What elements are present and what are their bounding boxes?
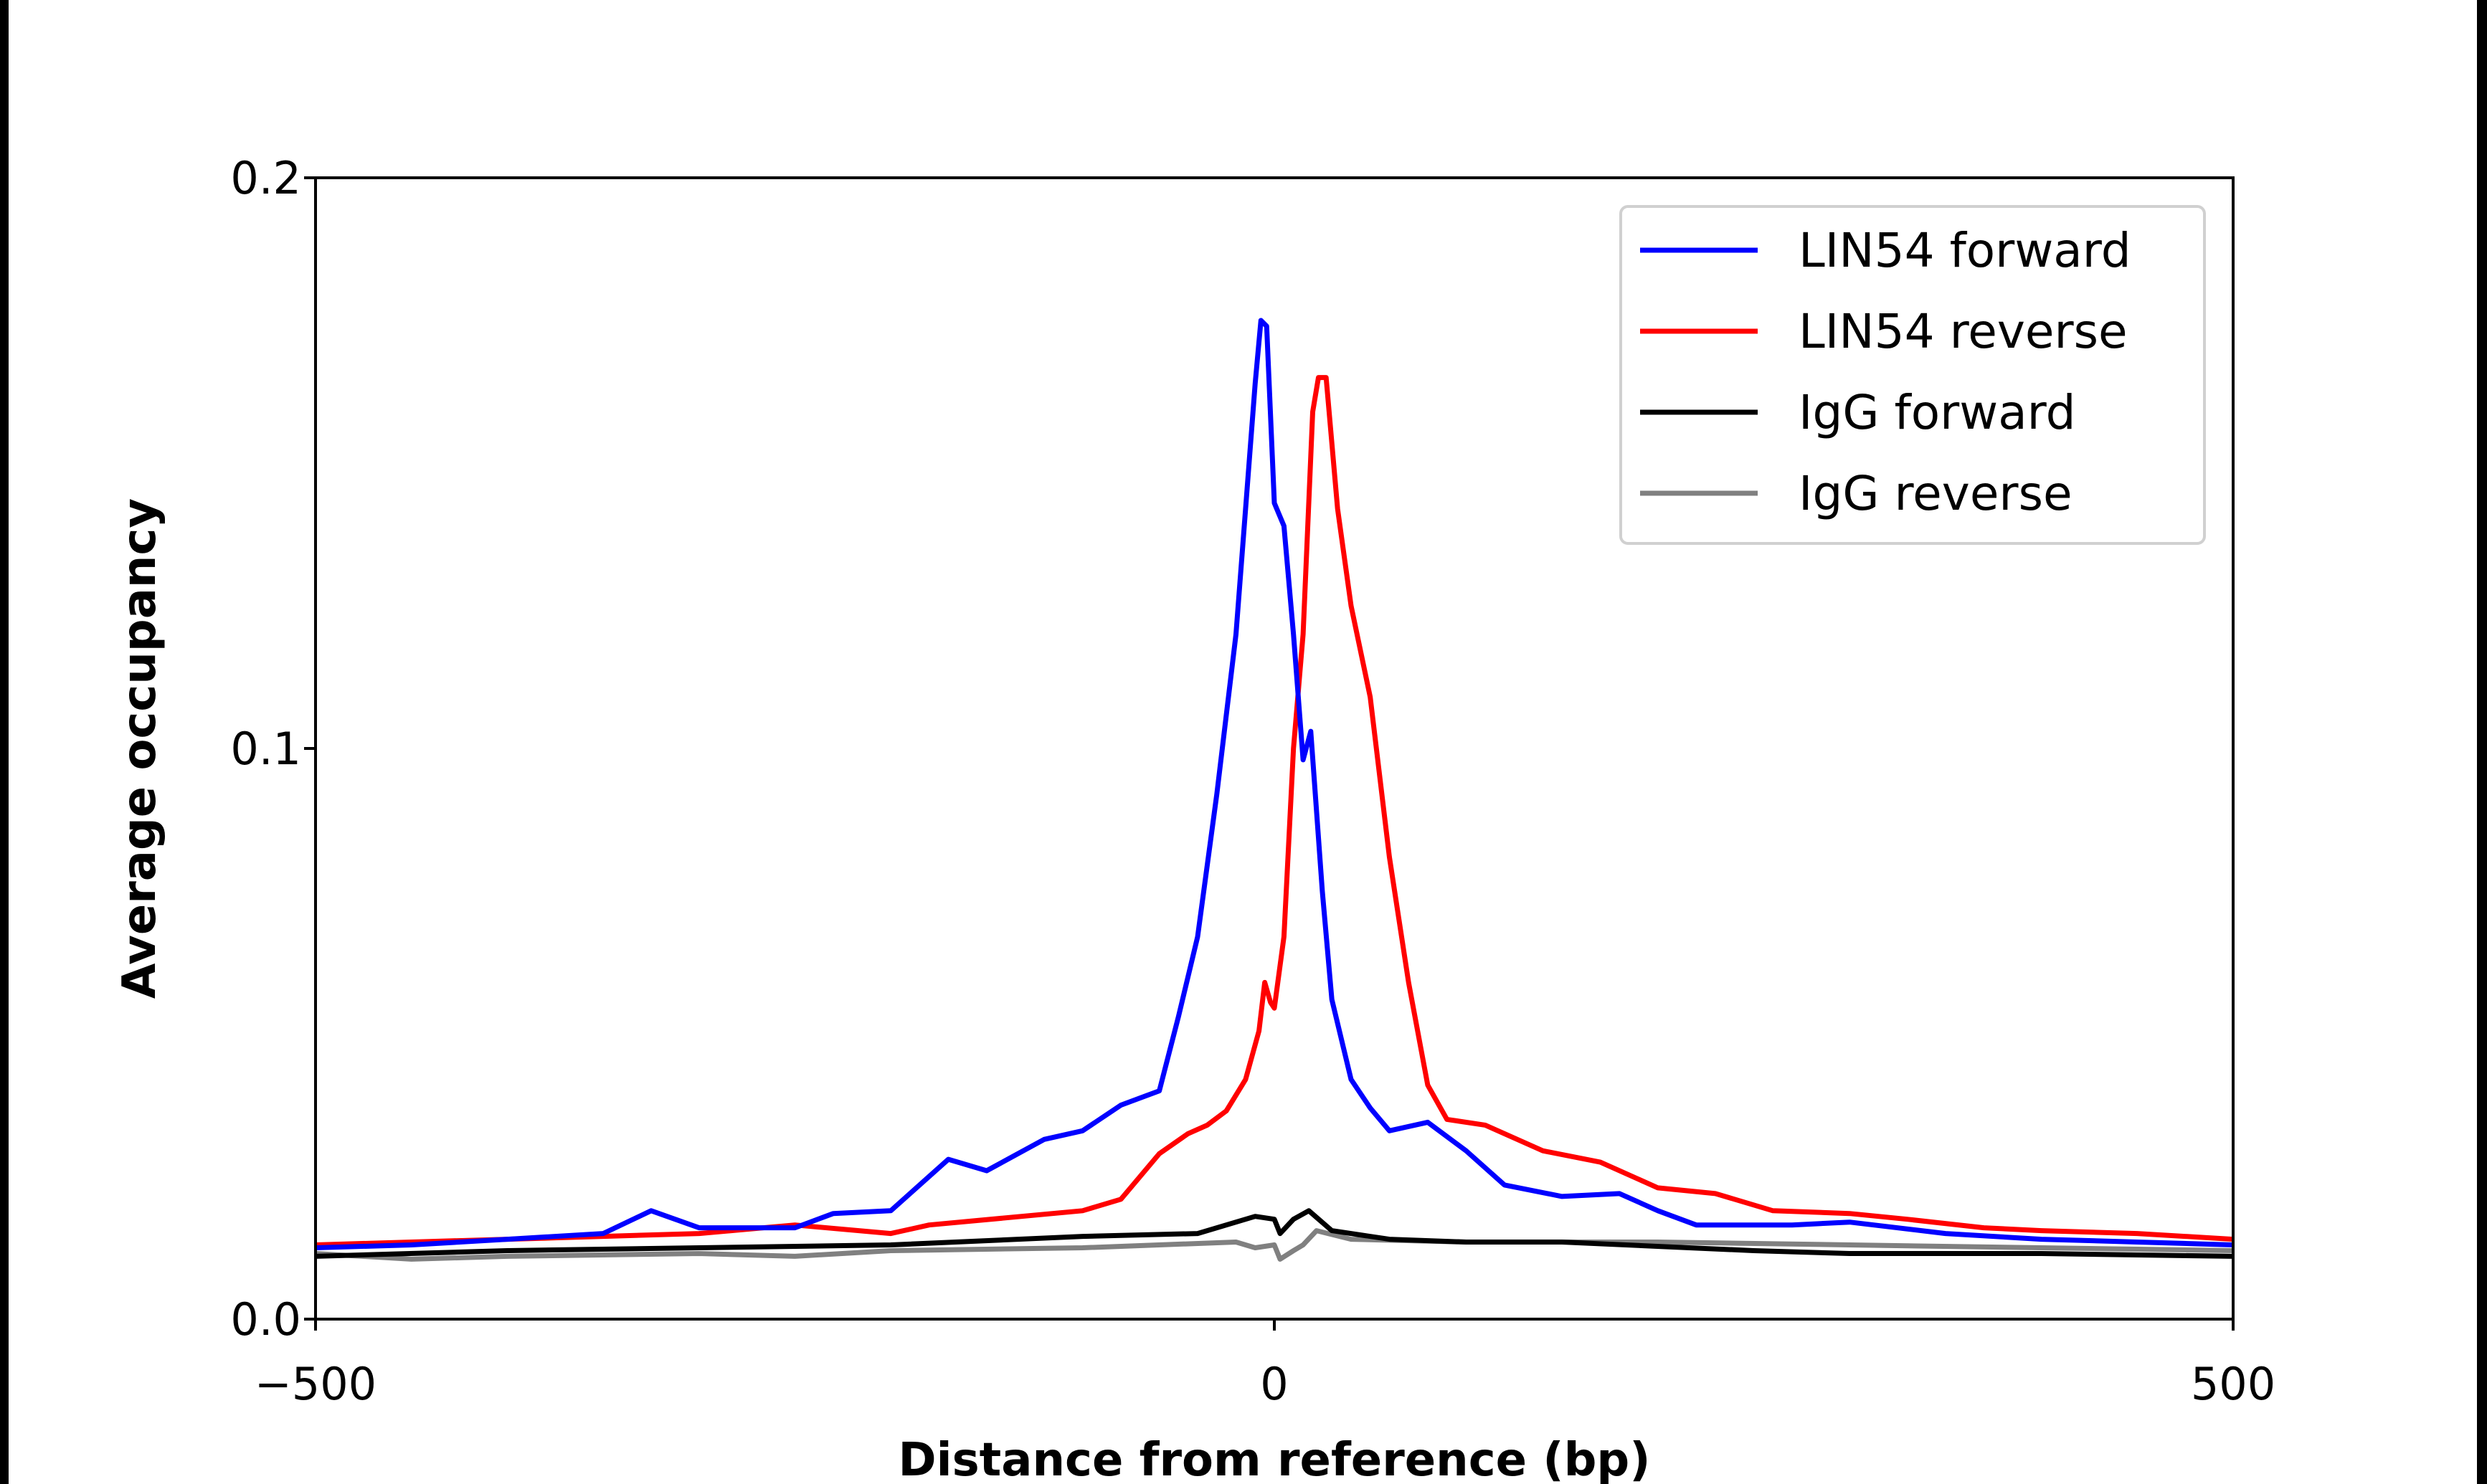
x-axis-label: Distance from reference (bp) [899, 1434, 1651, 1484]
y-axis-label: Average occupancy [113, 498, 166, 999]
ticks-layer: −500 0 500 0.0 0.1 0.2 [230, 152, 2275, 1410]
x-tick-label: 500 [2191, 1358, 2275, 1410]
series-line-lin54-reverse [315, 375, 2234, 1247]
legend-label: IgG forward [1799, 385, 2076, 440]
y-tick-label: 0.1 [230, 723, 301, 775]
legend-label: IgG reverse [1799, 466, 2072, 521]
series-line-igg-reverse [315, 1228, 2234, 1262]
x-tick-label: 0 [1260, 1358, 1288, 1410]
y-tick-label: 0.2 [230, 152, 301, 204]
series-line-lin54-forward [315, 318, 2234, 1250]
legend-box [1619, 205, 2206, 545]
legend-label: LIN54 reverse [1799, 304, 2128, 359]
series-layer [315, 318, 2234, 1262]
series-line-igg-forward [315, 1208, 2234, 1259]
left-border [0, 0, 9, 1484]
x-tick-label: −500 [255, 1358, 376, 1410]
legend: LIN54 forward LIN54 reverse IgG forward IgG… [1619, 205, 2206, 545]
right-border [2477, 0, 2487, 1484]
legend-label: LIN54 forward [1799, 223, 2131, 278]
y-tick-label: 0.0 [230, 1293, 301, 1346]
